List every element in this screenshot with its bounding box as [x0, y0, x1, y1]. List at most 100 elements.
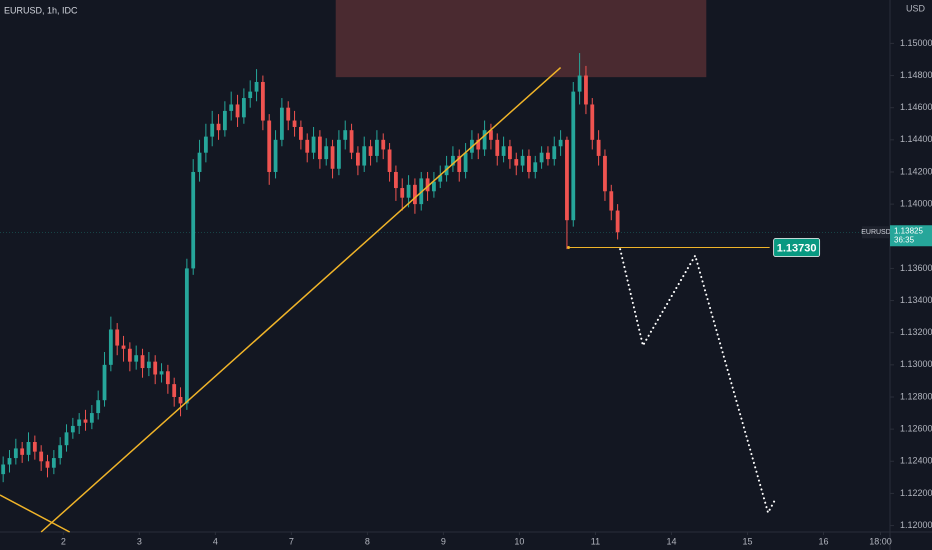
candle-body	[235, 104, 240, 118]
y-tick-label: 1.14000	[900, 198, 932, 208]
y-tick-label: 1.12000	[900, 520, 932, 530]
candle-body	[210, 123, 215, 137]
x-tick-label: 7	[289, 536, 294, 546]
candle-body	[248, 91, 253, 99]
candle-body	[83, 419, 88, 423]
y-tick-label: 1.12200	[900, 488, 932, 498]
candle-body	[172, 384, 177, 397]
candle-body	[317, 136, 322, 160]
candle-body	[286, 107, 291, 121]
candle-body	[292, 120, 297, 127]
symbol-tag	[862, 226, 890, 239]
candle-body	[39, 451, 44, 462]
candle-body	[64, 432, 69, 446]
candle-body	[432, 181, 436, 192]
candle-body	[241, 98, 246, 118]
candle-body	[184, 268, 189, 404]
candle-body	[356, 152, 360, 166]
candle-body	[565, 139, 569, 221]
candle-body	[546, 152, 550, 160]
candle-body	[508, 146, 512, 160]
candle-body	[330, 146, 335, 169]
y-tick-label: 1.14600	[900, 102, 932, 112]
candle-body	[584, 75, 588, 105]
candle-body	[89, 413, 94, 423]
y-tick-label: 1.13600	[900, 263, 932, 273]
candle-body	[514, 159, 519, 166]
y-tick-label: 1.12400	[900, 456, 932, 466]
candle-body	[13, 448, 18, 459]
candle-body	[102, 364, 107, 401]
candle-body	[438, 175, 443, 182]
y-tick-label: 1.14200	[900, 166, 932, 176]
candle-body	[406, 184, 411, 198]
y-tick-label: 1.15000	[900, 38, 932, 48]
candle-body	[590, 104, 595, 140]
candle-body	[273, 139, 278, 172]
x-tick-label: 8	[365, 536, 370, 546]
level-label: 1.13730	[777, 242, 817, 254]
x-tick-label: 10	[514, 536, 524, 546]
chart-title: EURUSD, 1h, IDC	[4, 5, 78, 15]
candle-body	[121, 345, 126, 349]
trendline	[40, 66, 562, 533]
candle-body	[413, 184, 417, 205]
candle-body	[197, 152, 202, 172]
candle-body	[387, 149, 392, 172]
level-tag	[773, 238, 821, 257]
candle-body	[533, 162, 538, 172]
candle-body	[311, 136, 316, 153]
level-anchor	[567, 246, 571, 250]
candle-body	[191, 171, 196, 269]
currency: USD	[906, 3, 926, 13]
symbol-label: EURUSD	[861, 229, 891, 236]
candle-body	[336, 139, 341, 169]
x-tick-label: 16	[818, 536, 828, 546]
countdown: 36:35	[894, 235, 915, 244]
y-tick-label: 1.14800	[900, 70, 932, 80]
candle-body	[146, 361, 151, 369]
candle-body	[222, 110, 227, 131]
candle-body	[134, 355, 139, 362]
candle-body	[552, 146, 557, 160]
candle-body	[260, 81, 265, 121]
candle-body	[343, 130, 348, 140]
candle-body	[254, 81, 259, 92]
candle-body	[26, 441, 31, 455]
x-tick-label: 11	[591, 536, 600, 546]
candle-body	[425, 178, 430, 192]
candle-body	[324, 146, 329, 160]
candle-body	[609, 191, 614, 211]
candle-body	[298, 126, 303, 140]
candle-body	[400, 188, 405, 198]
candle-body	[108, 329, 113, 365]
candle-body	[96, 400, 101, 414]
candle-body	[615, 210, 620, 233]
candle-body	[527, 155, 531, 172]
candle-body	[165, 371, 170, 385]
candle-body	[577, 75, 582, 92]
candle-body	[305, 139, 310, 153]
x-tick-label: 14	[666, 536, 676, 546]
candle-body	[368, 146, 373, 156]
y-tick-label: 1.13400	[900, 295, 932, 305]
candle-body	[229, 104, 234, 111]
y-tick-label: 1.12600	[900, 424, 932, 434]
y-tick-label: 1.14400	[900, 134, 932, 144]
candle-body	[596, 139, 601, 156]
y-tick-label: 1.13000	[900, 359, 932, 369]
candle-body	[457, 155, 462, 172]
candle-body	[267, 120, 272, 172]
candle-body	[489, 130, 493, 140]
candle-body	[495, 139, 500, 156]
candle-body	[7, 458, 12, 465]
candle-body	[603, 155, 607, 192]
trendline	[0, 494, 71, 533]
price-tag	[890, 225, 932, 247]
candle-body	[463, 152, 468, 172]
x-tick-label: 3	[137, 536, 142, 546]
x-tick-label: 9	[441, 536, 446, 546]
candle-body	[482, 130, 487, 150]
candle-body	[520, 155, 525, 166]
